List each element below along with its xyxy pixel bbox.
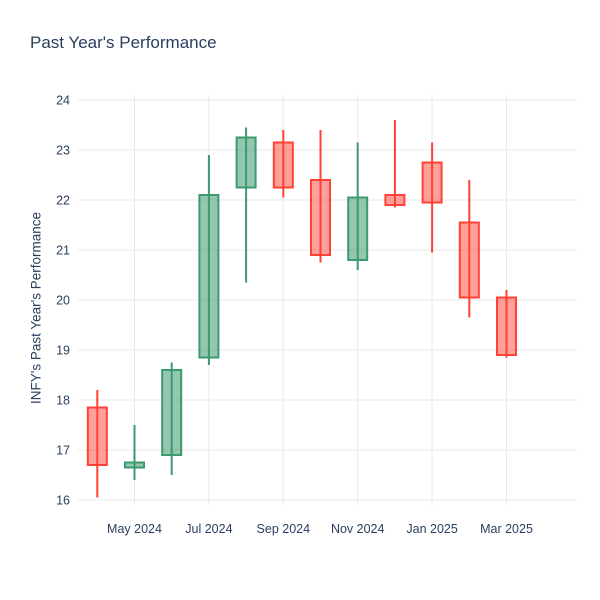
candle-body (272, 141, 294, 189)
candle-body (310, 179, 331, 256)
y-tick-label: 23 (56, 144, 70, 158)
candle-may-2024[interactable] (124, 425, 145, 480)
candle-jun-2024[interactable] (161, 362, 183, 476)
candle-body (124, 461, 145, 469)
y-tick-label: 24 (56, 94, 70, 108)
candle-dec-2024[interactable] (384, 120, 406, 208)
candle-aug-2024[interactable] (235, 127, 257, 283)
candle-body (161, 369, 183, 456)
candles (86, 120, 517, 498)
candle-body (384, 194, 406, 206)
x-tick-label: Jan 2025 (406, 522, 457, 536)
x-tick-label: May 2024 (107, 522, 162, 536)
candle-jan-2025[interactable] (421, 142, 443, 253)
x-tick-label: Nov 2024 (331, 522, 385, 536)
y-tick-label: 17 (56, 444, 70, 458)
candle-body (235, 136, 257, 189)
y-tick-label: 18 (56, 394, 70, 408)
candle-body (458, 221, 480, 299)
candle-sep-2024[interactable] (272, 130, 294, 198)
candle-feb-2025[interactable] (458, 180, 480, 318)
candle-oct-2024[interactable] (310, 130, 331, 263)
candle-body (86, 406, 108, 466)
y-tick-label: 21 (56, 244, 70, 258)
y-tick-label: 16 (56, 494, 70, 508)
y-tick-label: 20 (56, 294, 70, 308)
candle-body (198, 194, 220, 359)
candle-body (347, 196, 369, 261)
candle-nov-2024[interactable] (347, 142, 369, 271)
candle-body (421, 161, 443, 204)
y-tick-label: 19 (56, 344, 70, 358)
candle-body (496, 296, 517, 356)
chart-title: Past Year's Performance (30, 33, 217, 52)
x-tick-label: Jul 2024 (185, 522, 232, 536)
candle-mar-2025[interactable] (496, 290, 517, 358)
candle-jul-2024[interactable] (198, 155, 220, 365)
x-tick-label: Mar 2025 (480, 522, 533, 536)
y-axis-title: INFY's Past Year's Performance (28, 212, 44, 404)
x-tick-label: Sep 2024 (257, 522, 311, 536)
y-tick-label: 22 (56, 194, 70, 208)
candle-apr-2024[interactable] (86, 390, 108, 498)
